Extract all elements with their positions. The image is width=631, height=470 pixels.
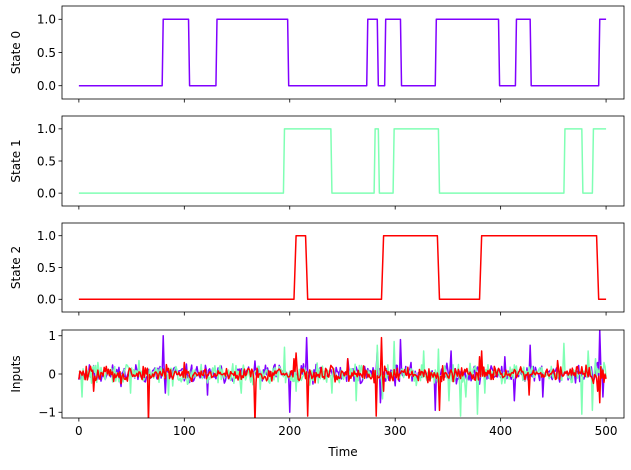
y-tick-label: 0.5 <box>37 154 56 168</box>
y-tick-label: 1.0 <box>37 229 56 243</box>
y-tick-label: −1 <box>38 406 56 420</box>
x-tick-label: 500 <box>595 424 618 438</box>
y-tick-label: 1.0 <box>37 13 56 27</box>
series-line-state-0 <box>78 18 607 87</box>
plot-area-2 <box>78 234 607 301</box>
subplot-1: 0.0 0.5 1.0 State 1 <box>9 115 625 210</box>
y-tick-label: 0.0 <box>37 79 56 93</box>
subplot-2: 0.0 0.5 1.0 State 2 <box>9 222 625 316</box>
y-tick-label: 0.5 <box>37 261 56 275</box>
x-tick-label: 400 <box>489 424 512 438</box>
series-line-state-2 <box>78 234 607 301</box>
subplot-3: −1 0 1 0 100 200 300 400 500 Inputs <box>9 329 625 438</box>
plot-area-3 <box>78 330 607 418</box>
x-axis-label: Time <box>327 445 357 459</box>
series-line-state-1 <box>78 128 607 194</box>
x-tick-label: 200 <box>278 424 301 438</box>
y-axis-label: State 1 <box>9 139 23 182</box>
x-tick-label: 100 <box>173 424 196 438</box>
y-axis-label: State 2 <box>9 246 23 289</box>
y-tick-label: 1.0 <box>37 122 56 136</box>
y-axis-label: State 0 <box>9 31 23 74</box>
subplot-0: 0.0 0.5 1.0 State 0 <box>9 5 625 103</box>
y-axis-label: Inputs <box>9 355 23 392</box>
y-tick-label: 0.5 <box>37 46 56 60</box>
subplots: 0.0 0.5 1.0 State 0 0.0 0.5 1.0 State 1 0.0 0.5 1.… <box>9 5 625 438</box>
x-tick-label: 300 <box>384 424 407 438</box>
y-tick-label: 0 <box>48 367 56 381</box>
plot-area-0 <box>78 18 607 87</box>
plot-area-1 <box>78 128 607 194</box>
y-tick-label: 0.0 <box>37 186 56 200</box>
x-tick-label: 0 <box>75 424 83 438</box>
y-tick-label: 1 <box>48 329 56 343</box>
series-line-input-2 <box>78 336 607 418</box>
y-tick-label: 0.0 <box>37 293 56 307</box>
